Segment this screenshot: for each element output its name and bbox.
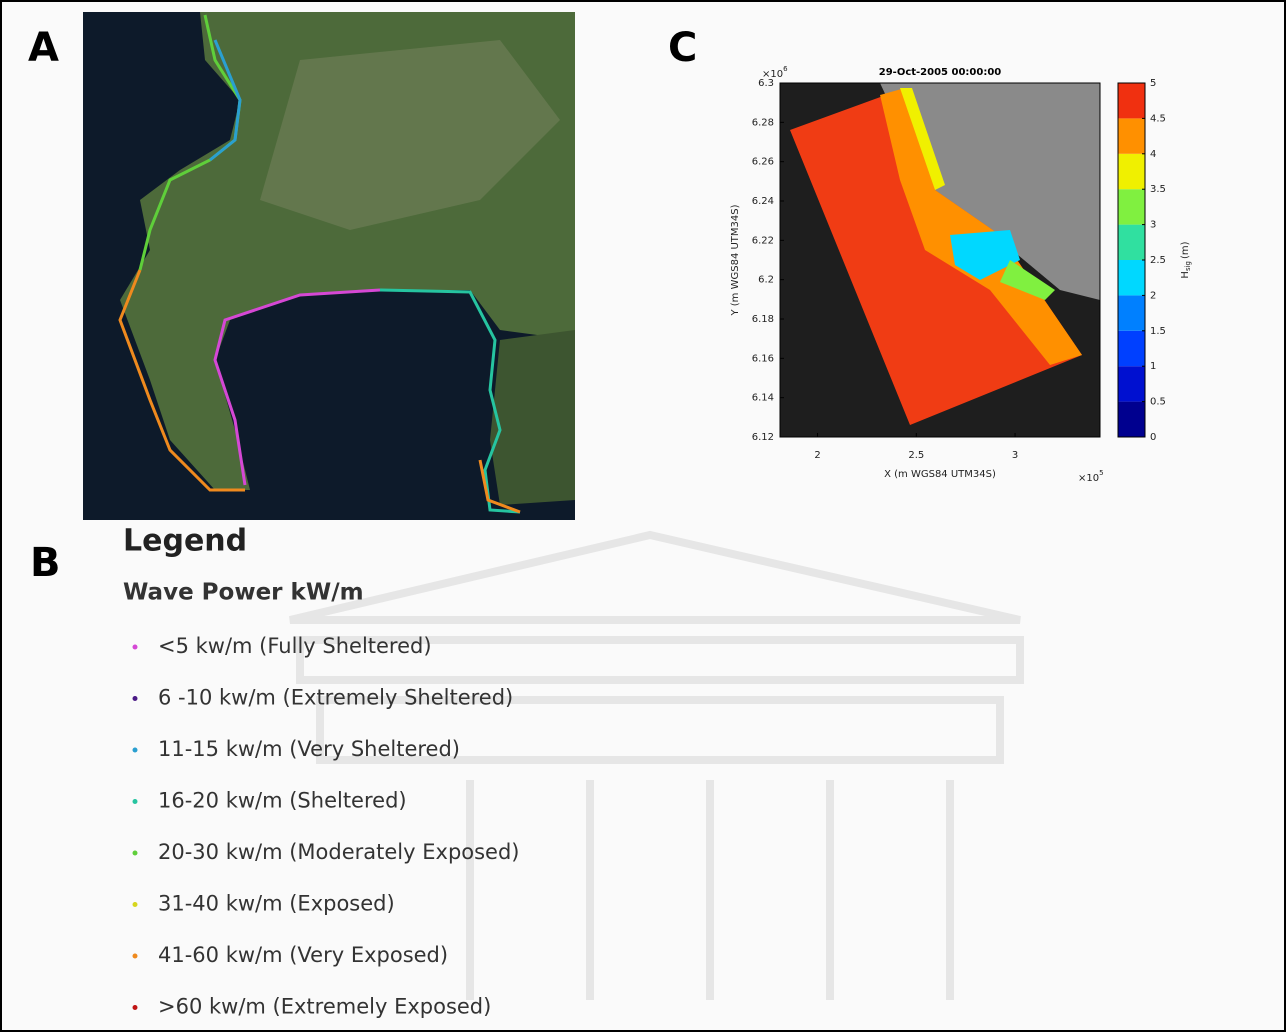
colorbar-unit: (m) bbox=[1180, 241, 1191, 259]
colorbar-segment bbox=[1118, 225, 1145, 260]
x-tick-label: 2.5 bbox=[908, 450, 924, 461]
map-panel bbox=[83, 12, 575, 520]
colorbar-tick-label: 0.5 bbox=[1150, 397, 1166, 408]
y-tick-label: 6.12 bbox=[752, 432, 774, 443]
colorbar-label: Hsig (m) bbox=[1180, 241, 1192, 278]
legend-label: 41-60 kw/m (Very Exposed) bbox=[158, 943, 448, 967]
colorbar-tick-label: 2.5 bbox=[1150, 255, 1166, 266]
y-tick-label: 6.22 bbox=[752, 235, 774, 246]
colorbar-tick-label: 3.5 bbox=[1150, 184, 1166, 195]
colorbar-segment bbox=[1118, 402, 1145, 437]
y-tick-label: 6.18 bbox=[752, 314, 774, 325]
model-plot bbox=[780, 83, 1100, 437]
figure: A B C Legend Wave Power kW/m <5 kw/m (Fu… bbox=[0, 0, 1286, 1032]
y-tick-label: 6.3 bbox=[758, 78, 774, 89]
x-tick-label: 2 bbox=[814, 450, 820, 461]
x-tick-label: 3 bbox=[1012, 450, 1018, 461]
colorbar-tick-label: 2 bbox=[1150, 290, 1156, 301]
y-tick-label: 6.26 bbox=[752, 157, 774, 168]
legend-marker bbox=[133, 954, 138, 959]
colorbar-segment bbox=[1118, 118, 1145, 153]
legend-label: <5 kw/m (Fully Sheltered) bbox=[158, 634, 432, 658]
y-axis-label: Y (m WGS84 UTM34S) bbox=[730, 204, 741, 316]
y-tick-label: 6.28 bbox=[752, 117, 774, 128]
colorbar-tick-label: 5 bbox=[1150, 78, 1156, 89]
legend-label: 6 -10 kw/m (Extremely Sheltered) bbox=[158, 686, 513, 710]
colorbar-tick-label: 0 bbox=[1150, 432, 1156, 443]
colorbar-segment bbox=[1118, 295, 1145, 330]
legend-subtitle: Wave Power kW/m bbox=[123, 580, 364, 606]
colorbar-segment bbox=[1118, 366, 1145, 401]
legend-marker bbox=[133, 799, 138, 804]
colorbar-tick-label: 3 bbox=[1150, 220, 1156, 231]
legend-marker bbox=[133, 902, 138, 907]
colorbar-segment bbox=[1118, 154, 1145, 189]
legend-title: Legend bbox=[123, 524, 247, 559]
colorbar-segment bbox=[1118, 83, 1145, 118]
legend-label: 16-20 kw/m (Sheltered) bbox=[158, 789, 407, 813]
y-tick-label: 6.2 bbox=[758, 275, 774, 286]
panel-label: A bbox=[28, 25, 59, 71]
legend-marker bbox=[133, 851, 138, 856]
y-tick-label: 6.16 bbox=[752, 353, 774, 364]
legend-marker bbox=[133, 748, 138, 753]
panel-label: B bbox=[30, 540, 61, 586]
colorbar-subscript: sig bbox=[1184, 261, 1192, 271]
legend-label: 20-30 kw/m (Moderately Exposed) bbox=[158, 840, 520, 864]
colorbar-tick-label: 4 bbox=[1150, 149, 1156, 160]
legend-label: >60 kw/m (Extremely Exposed) bbox=[158, 995, 491, 1019]
y-tick-label: 6.24 bbox=[752, 196, 774, 207]
x-scale-base: ×10 bbox=[1078, 473, 1099, 484]
colorbar-tick-label: 4.5 bbox=[1150, 113, 1166, 124]
legend-marker bbox=[133, 1005, 138, 1010]
colorbar-tick-label: 1 bbox=[1150, 361, 1156, 372]
colorbar-tick-label: 1.5 bbox=[1150, 326, 1166, 337]
colorbar-segment bbox=[1118, 331, 1145, 366]
x-axis-label: X (m WGS84 UTM34S) bbox=[884, 469, 996, 480]
colorbar-segment bbox=[1118, 260, 1145, 295]
panel-label: C bbox=[668, 25, 697, 71]
colorbar-symbol: H bbox=[1180, 271, 1191, 279]
x-scale-exponent: 5 bbox=[1099, 469, 1103, 477]
legend-label: 31-40 kw/m (Exposed) bbox=[158, 892, 395, 916]
chart-title: 29-Oct-2005 00:00:00 bbox=[879, 67, 1002, 78]
y-scale-exponent: 6 bbox=[783, 65, 788, 73]
legend-marker bbox=[133, 696, 138, 701]
legend-label: 11-15 kw/m (Very Sheltered) bbox=[158, 737, 460, 761]
colorbar-segment bbox=[1118, 189, 1145, 224]
legend-marker bbox=[133, 645, 138, 650]
y-tick-label: 6.14 bbox=[752, 393, 774, 404]
